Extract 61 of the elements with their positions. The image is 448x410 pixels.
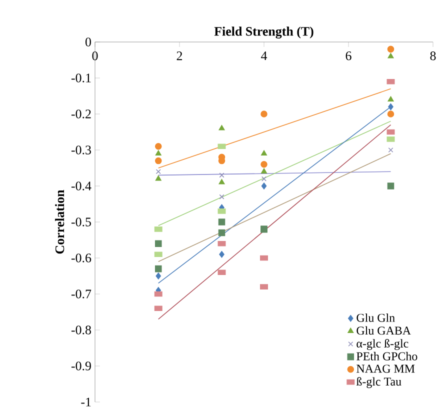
- point: [387, 110, 394, 118]
- point: [386, 78, 395, 84]
- x-tick-label: 6: [346, 51, 352, 60]
- point: [260, 110, 268, 118]
- y-tick-label: -0.3: [71, 146, 91, 154]
- point: [156, 169, 161, 174]
- point: [260, 161, 268, 168]
- y-tick-label: -0.6: [71, 254, 92, 262]
- point: [387, 46, 394, 53]
- point: [261, 182, 267, 190]
- legend-label: PEth GPCho: [356, 352, 418, 360]
- y-tick-label: -0.1: [71, 74, 91, 82]
- point: [155, 150, 162, 156]
- point: [218, 229, 226, 236]
- point: [388, 96, 394, 102]
- point: [387, 182, 394, 190]
- y-tick-label: -1: [81, 398, 91, 406]
- point: [219, 172, 224, 178]
- point: [219, 251, 224, 258]
- point: [261, 150, 267, 156]
- y-axis-title: Correlation: [55, 190, 64, 254]
- legend-label: α-glc ß-glc: [356, 339, 408, 350]
- point: [261, 176, 267, 182]
- legend-label: NAAG MM: [356, 364, 415, 373]
- point: [154, 291, 162, 297]
- point: [154, 143, 162, 150]
- point: [154, 252, 162, 258]
- x-tick-label: 8: [430, 52, 436, 60]
- point: [218, 218, 226, 226]
- point: [388, 103, 394, 110]
- point: [260, 255, 268, 261]
- point: [155, 175, 162, 181]
- point: [218, 270, 226, 276]
- x-axis-title: Field Strength (T): [214, 26, 314, 38]
- point: [218, 179, 225, 184]
- legend-label: Glu GABA: [356, 326, 411, 335]
- y-tick-label: -0.9: [71, 362, 91, 370]
- y-tick-label: -0.7: [71, 290, 92, 298]
- y-tick-label: -0.2: [71, 110, 91, 118]
- point: [154, 240, 162, 247]
- point: [218, 125, 225, 130]
- y-tick-label: 0: [86, 38, 91, 46]
- point: [156, 272, 162, 280]
- point: [388, 147, 394, 153]
- legend-label: ß-glc Tau: [356, 377, 402, 388]
- point: [219, 194, 224, 200]
- point: [388, 53, 394, 58]
- legend-label: Glu Gln: [356, 313, 395, 322]
- x-tick-label: 4: [261, 51, 268, 60]
- point: [386, 129, 395, 135]
- point: [154, 265, 162, 272]
- point: [154, 306, 162, 312]
- y-tick-label: -0.8: [71, 326, 91, 334]
- point: [261, 168, 267, 174]
- y-tick-label: -0.5: [71, 218, 91, 226]
- x-tick-label: 2: [176, 51, 182, 60]
- y-tick-label: -0.4: [71, 182, 92, 190]
- point: [218, 240, 226, 246]
- point: [218, 144, 226, 150]
- point: [154, 157, 162, 164]
- x-tick-label: 0: [92, 52, 98, 60]
